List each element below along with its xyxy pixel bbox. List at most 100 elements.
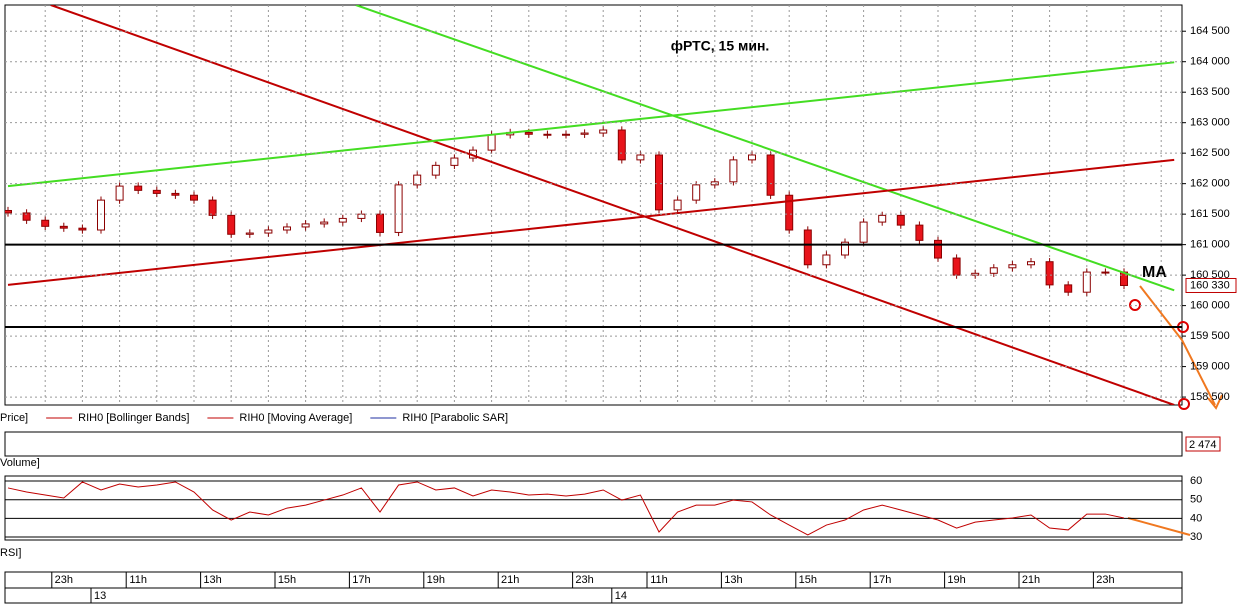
marker <box>1178 398 1190 410</box>
trendline <box>7 158 1175 286</box>
x-tick-label: 15h <box>799 574 817 586</box>
day-label: 14 <box>615 590 627 602</box>
candle-body <box>115 185 124 201</box>
x-tick-label: 23h <box>575 574 593 586</box>
x-tick-label: 21h <box>1022 574 1040 586</box>
candle-body <box>357 213 366 219</box>
candle-body <box>524 131 533 135</box>
y-tick-label: 159 000 <box>1190 360 1230 372</box>
volume-label: Volume] <box>0 457 40 469</box>
candle-body <box>1008 264 1017 269</box>
candle-body <box>1082 271 1091 293</box>
trendline <box>7 61 1175 188</box>
candle-body <box>320 221 329 225</box>
candle-body <box>97 199 105 231</box>
candle-body <box>729 159 738 183</box>
day-label: 13 <box>94 590 106 602</box>
candle-body <box>562 133 570 136</box>
legend-entry: RIH0 [Parabolic SAR] <box>402 412 508 424</box>
trendline <box>355 5 1175 292</box>
x-tick-label: 15h <box>278 574 296 586</box>
candle-body <box>896 214 905 226</box>
marker <box>1129 299 1141 311</box>
y-tick-label: 164 500 <box>1190 25 1230 37</box>
candle-body <box>636 154 645 161</box>
volume-last-box <box>1185 436 1221 452</box>
candle-body <box>5 209 12 214</box>
y-tick-label: 50 <box>1190 494 1202 506</box>
rsi-line <box>7 481 1125 536</box>
candle-body <box>989 267 998 274</box>
candle-body <box>59 225 68 229</box>
candle-body <box>859 221 868 243</box>
candle-body <box>227 214 236 235</box>
legend-entry: RIH0 [Bollinger Bands] <box>78 412 189 424</box>
candle-body <box>543 133 552 136</box>
y-tick-label: 163 500 <box>1190 86 1230 98</box>
y-tick-label: 161 500 <box>1190 208 1230 220</box>
legend-entry: RIH0 [Moving Average] <box>239 412 352 424</box>
arrow-head <box>1207 394 1223 410</box>
candle-body <box>450 157 459 166</box>
last-price-box <box>1185 277 1237 293</box>
y-tick-label: 161 000 <box>1190 239 1230 251</box>
candle-body <box>376 213 384 233</box>
y-tick-label: 60 <box>1190 475 1202 487</box>
x-tick-label: 23h <box>1096 574 1114 586</box>
candle-body <box>208 199 217 216</box>
candle-body <box>748 154 756 161</box>
forecast <box>1127 285 1223 536</box>
x-tick-label: 17h <box>873 574 891 586</box>
y-tick-label: 40 <box>1190 512 1202 524</box>
candle-body <box>580 132 589 135</box>
y-tick-label: 163 000 <box>1190 117 1230 129</box>
legend-entry: Price] <box>0 412 28 424</box>
x-tick-label: 11h <box>650 574 668 586</box>
candle-body <box>413 174 422 186</box>
candle-body <box>878 214 887 223</box>
candle-body <box>134 185 143 191</box>
volume-last: 2 474 <box>1189 439 1217 451</box>
candle-body <box>710 181 719 186</box>
candle-body <box>766 154 775 196</box>
y-tick-label: 164 000 <box>1190 56 1230 68</box>
candle-body <box>952 257 961 276</box>
annotation: MA <box>1142 264 1167 281</box>
candle-body <box>934 239 942 259</box>
candle-body <box>655 154 663 211</box>
candle-body <box>1045 261 1054 286</box>
candle-body <box>41 219 50 227</box>
candle-body <box>803 229 812 266</box>
candle-body <box>264 229 273 234</box>
candle-body <box>599 129 608 134</box>
trendline <box>50 5 1175 405</box>
candle-body <box>1101 271 1110 274</box>
candle-body <box>841 241 849 256</box>
x-tick-label: 17h <box>352 574 370 586</box>
candle-body <box>171 192 180 196</box>
chart-title: фРТС, 15 мин. <box>671 38 770 54</box>
x-tick-label: 19h <box>947 574 965 586</box>
y-tick-label: 158 500 <box>1190 391 1230 403</box>
candle-body <box>1064 284 1073 293</box>
x-tick-label: 19h <box>427 574 445 586</box>
forecast-arrow <box>1139 285 1216 406</box>
candle-body <box>283 226 291 231</box>
volume-panel <box>4 431 1183 457</box>
candle-body <box>301 223 310 228</box>
rsi-panel <box>4 475 1183 541</box>
last-price: 160 330 <box>1190 279 1230 291</box>
candle-body <box>152 189 161 194</box>
rsi-arrow <box>1127 517 1191 536</box>
x-tick-label: 11h <box>129 574 147 586</box>
candle-body <box>22 212 31 221</box>
x-tick-label: 13h <box>724 574 742 586</box>
y-tick-label: 162 000 <box>1190 178 1230 190</box>
y-tick-label: 30 <box>1190 531 1202 543</box>
y-tick-label: 162 500 <box>1190 147 1230 159</box>
x-tick-label: 13h <box>203 574 221 586</box>
candle-body <box>487 134 496 151</box>
candle-body <box>431 164 440 176</box>
